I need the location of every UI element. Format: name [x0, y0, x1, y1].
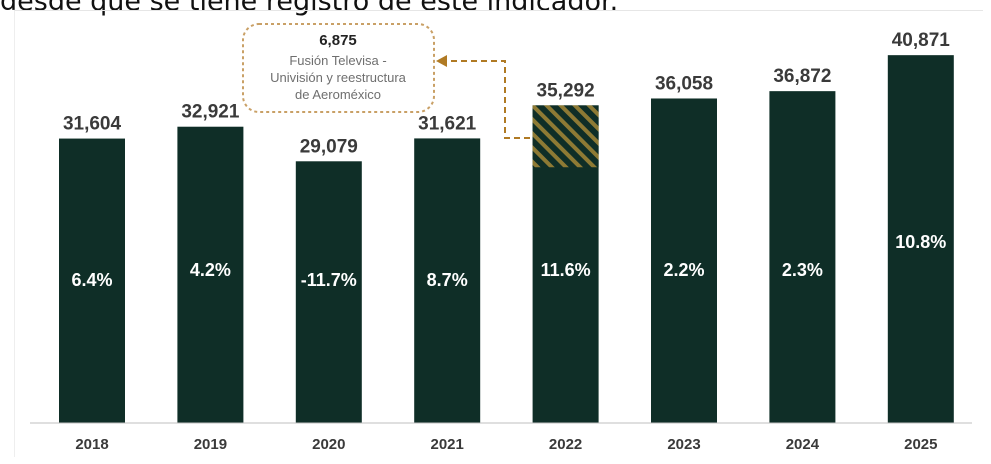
x-tick-2020: 2020: [312, 436, 345, 453]
growth-label-2025: 10.8%: [895, 232, 946, 252]
annotation-connector: [446, 60, 530, 139]
bar-2019: [177, 126, 244, 423]
annotation-line-1: Fusión Televisa -: [289, 53, 386, 68]
growth-label-2019: 4.2%: [190, 260, 231, 280]
page-caption: desde que se tiene registro de este indi…: [0, 0, 619, 17]
annotation-arrowhead: [436, 55, 447, 67]
annotation-callout: 6,875 Fusión Televisa - Univisión y rees…: [242, 23, 530, 139]
growth-label-2024: 2.3%: [782, 260, 823, 280]
growth-label-2022: 11.6%: [541, 260, 591, 280]
growth-label-2018: 6.4%: [71, 270, 112, 290]
bar-2022-hatched-segment: [532, 105, 599, 168]
bar-2024: [769, 91, 836, 423]
annotation-line-3: de Aeroméxico: [295, 87, 381, 102]
x-tick-2019: 2019: [194, 436, 227, 453]
value-label-2025: 40,871: [892, 30, 951, 51]
value-label-2023: 36,058: [655, 73, 713, 94]
bar-2023: [651, 98, 717, 423]
value-label-2018: 31,604: [63, 114, 122, 135]
x-tick-2023: 2023: [667, 436, 700, 453]
bar-2025: [887, 55, 954, 423]
bar-2020: [295, 161, 362, 423]
annotation-line-2: Univisión y reestructura: [270, 70, 407, 85]
annotation-value: 6,875: [319, 32, 357, 49]
growth-label-2021: 8.7%: [427, 270, 468, 290]
x-tick-2021: 2021: [431, 436, 464, 453]
x-tick-2024: 2024: [786, 436, 820, 453]
x-tick-2025: 2025: [904, 436, 937, 453]
x-tick-2018: 2018: [75, 436, 108, 453]
annotation-box: [242, 23, 435, 113]
value-label-2019: 32,921: [181, 102, 240, 123]
growth-label-2020: -11.7%: [301, 270, 357, 290]
bar-2018: [59, 138, 125, 423]
value-label-2022: 35,292: [537, 80, 595, 101]
bar-2021: [414, 138, 481, 423]
chart-frame: [14, 10, 983, 457]
x-tick-2022: 2022: [549, 436, 582, 453]
growth-label-2023: 2.2%: [663, 260, 704, 280]
value-label-2020: 29,079: [300, 136, 358, 157]
value-label-2024: 36,872: [773, 66, 831, 87]
value-label-2021: 31,621: [418, 113, 477, 134]
